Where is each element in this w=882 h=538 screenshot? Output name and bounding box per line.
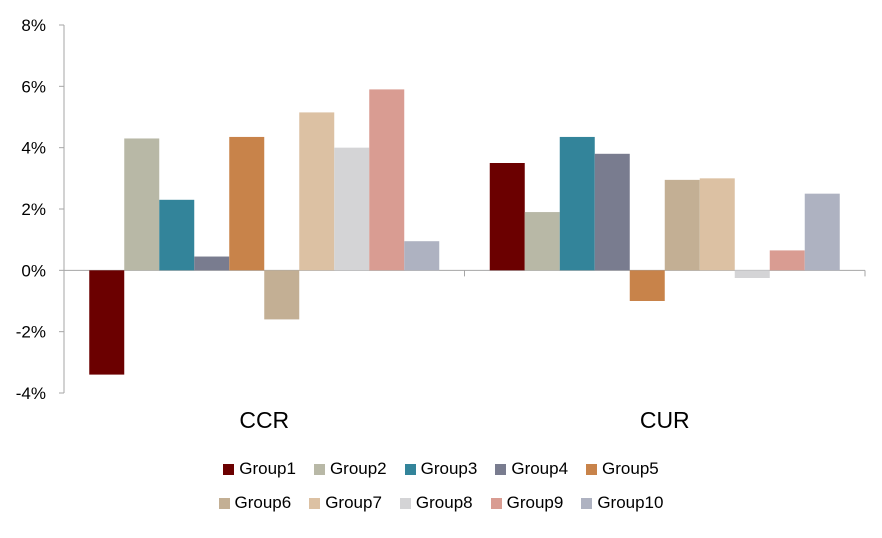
y-tick-label: 4% bbox=[21, 139, 46, 158]
y-tick-label: 6% bbox=[21, 77, 46, 96]
legend-row: Group6 Group7 Group8 Group9 Group10 bbox=[0, 486, 882, 520]
legend-swatch bbox=[223, 463, 235, 475]
bar-group5-ccr bbox=[229, 136, 265, 271]
labels: -4% -2% 0% 2% 4% 6% 8% CCR CUR bbox=[16, 16, 690, 433]
legend-item-group5: Group5 bbox=[586, 459, 659, 479]
legend-swatch bbox=[313, 463, 325, 475]
legend-label: Group9 bbox=[506, 493, 564, 512]
legend-row: Group1 Group2 Group3 Group4 Group5 bbox=[0, 452, 882, 486]
bar-group3-ccr bbox=[159, 199, 195, 271]
legend-swatch bbox=[218, 497, 230, 509]
legend-label: Group8 bbox=[415, 493, 473, 512]
bar-group8-cur bbox=[734, 270, 770, 278]
legend-swatch bbox=[581, 497, 593, 509]
bar-group2-cur bbox=[524, 212, 560, 271]
bar-group5-cur bbox=[629, 270, 665, 301]
bars bbox=[89, 89, 840, 375]
y-tick-label: 8% bbox=[21, 16, 46, 35]
legend-label: Group7 bbox=[325, 493, 382, 512]
legend-item-group1: Group1 bbox=[223, 459, 296, 479]
legend-label: Group10 bbox=[597, 493, 664, 512]
legend-item-group9: Group9 bbox=[490, 493, 564, 513]
x-category-label: CCR bbox=[239, 407, 289, 433]
legend-swatch bbox=[490, 497, 502, 509]
legend-swatch bbox=[309, 497, 321, 509]
legend-item-group8: Group8 bbox=[399, 493, 473, 513]
bar-group7-cur bbox=[699, 178, 735, 271]
y-tick-label: 2% bbox=[21, 200, 46, 219]
bar-group9-ccr bbox=[369, 89, 405, 271]
legend-swatch bbox=[404, 463, 416, 475]
legend-label: Group1 bbox=[239, 459, 296, 478]
y-tick-label: -4% bbox=[16, 384, 46, 403]
bar-group6-ccr bbox=[264, 270, 300, 320]
legend-label: Group5 bbox=[602, 459, 659, 478]
legend-swatch bbox=[495, 463, 507, 475]
bar-group3-cur bbox=[559, 136, 595, 271]
legend-item-group10: Group10 bbox=[581, 493, 663, 513]
x-category-label: CUR bbox=[640, 407, 690, 433]
bar-group1-cur bbox=[489, 163, 525, 271]
legend-item-group7: Group7 bbox=[309, 493, 382, 513]
bar-group4-cur bbox=[594, 153, 630, 271]
legend-item-group4: Group4 bbox=[495, 459, 568, 479]
legend: Group1 Group2 Group3 Group4 Group5 Group6 Gro… bbox=[0, 452, 882, 520]
y-tick-label: 0% bbox=[21, 261, 46, 280]
legend-item-group2: Group2 bbox=[313, 459, 387, 479]
bar-group7-ccr bbox=[299, 112, 335, 271]
legend-item-group6: Group6 bbox=[218, 493, 292, 513]
legend-item-group3: Group3 bbox=[404, 459, 478, 479]
legend-label: Group3 bbox=[420, 459, 478, 478]
bar-group6-cur bbox=[664, 179, 700, 271]
legend-label: Group2 bbox=[329, 459, 387, 478]
legend-swatch bbox=[399, 497, 411, 509]
bar-group2-ccr bbox=[124, 138, 160, 271]
bar-chart: -4% -2% 0% 2% 4% 6% 8% CCR CUR bbox=[16, 16, 866, 433]
bar-group10-ccr bbox=[404, 241, 440, 271]
bar-group10-cur bbox=[804, 193, 840, 271]
bar-group4-ccr bbox=[194, 256, 230, 271]
legend-label: Group6 bbox=[234, 493, 292, 512]
legend-label: Group4 bbox=[511, 459, 569, 478]
axes bbox=[59, 24, 866, 394]
bar-group9-cur bbox=[769, 250, 805, 271]
bar-group8-ccr bbox=[334, 147, 370, 271]
y-tick-label: -2% bbox=[16, 323, 46, 342]
bar-group1-ccr bbox=[89, 270, 125, 375]
legend-swatch bbox=[586, 463, 598, 475]
